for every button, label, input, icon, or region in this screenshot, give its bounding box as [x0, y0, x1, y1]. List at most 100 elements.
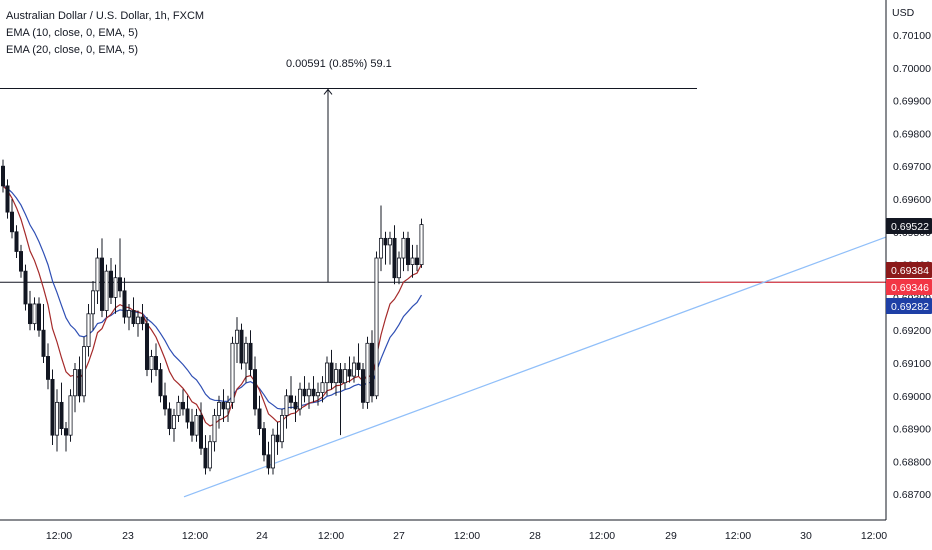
- candle-body: [374, 257, 379, 397]
- price-tag-red: [886, 279, 932, 295]
- candle-body: [194, 415, 199, 436]
- y-tick-label: 0.68900: [893, 424, 931, 436]
- candle-body: [118, 277, 123, 292]
- horizontal-lines: [0, 87, 886, 283]
- candle-body: [109, 270, 114, 298]
- candle-body: [185, 408, 190, 423]
- candle-body: [77, 369, 82, 397]
- candle-body: [73, 369, 78, 397]
- ema-20-label[interactable]: EMA (20, close, 0, EMA, 5): [6, 44, 139, 56]
- candle-body: [288, 395, 293, 403]
- candle-body: [212, 415, 217, 443]
- price-tag-label: 0.69522: [891, 221, 929, 233]
- candle-body: [50, 378, 55, 436]
- y-tick-label: 0.70000: [893, 63, 931, 75]
- y-tick-label: 0.68700: [893, 489, 931, 501]
- candle-body: [32, 303, 37, 325]
- candle-body: [243, 342, 248, 364]
- candle-body: [360, 369, 365, 403]
- candle-body: [284, 395, 289, 416]
- x-tick-label: 30: [800, 530, 812, 542]
- candle-body: [9, 211, 14, 233]
- candle-body: [167, 408, 172, 430]
- candle-body: [37, 303, 42, 331]
- candle-body: [329, 362, 334, 384]
- candle-body: [64, 428, 69, 436]
- ema-20-line: [2, 185, 423, 410]
- price-tag-label: 0.69282: [891, 301, 929, 313]
- x-tick-label: 28: [529, 530, 541, 542]
- candle-body: [396, 257, 401, 279]
- ema-10-line: [2, 185, 423, 427]
- price-tag-ema_fast: [886, 262, 932, 278]
- x-tick-label: 27: [393, 530, 405, 542]
- price-tag-last: [886, 218, 932, 234]
- candle-body: [414, 257, 419, 266]
- x-tick-label: 12:00: [589, 530, 615, 542]
- candle-body: [158, 369, 163, 397]
- candle-body: [239, 329, 244, 364]
- candle-body: [252, 369, 257, 410]
- candle-body: [257, 408, 262, 430]
- y-tick-label: 0.69900: [893, 96, 931, 108]
- candle-body: [351, 362, 356, 377]
- candle-body: [198, 415, 203, 449]
- candle-body: [68, 395, 73, 436]
- candle-body: [59, 401, 64, 429]
- candle-body: [392, 237, 397, 279]
- candle-body: [401, 237, 406, 259]
- x-tick-label: 12:00: [46, 530, 72, 542]
- candles: [0, 159, 424, 475]
- price-tags: 0.69522 0.69384 0.69346 0.69282: [886, 218, 932, 314]
- candle-body: [230, 342, 235, 403]
- candle-body: [216, 401, 221, 416]
- candle-body: [91, 290, 96, 315]
- candle-body: [95, 257, 100, 292]
- candle-body: [405, 237, 410, 266]
- candle-body: [140, 316, 145, 325]
- trendline-layer: [183, 236, 887, 498]
- chart-legend: Australian Dollar / U.S. Dollar, 1h, FXC…: [6, 8, 204, 59]
- candle-body: [261, 428, 266, 456]
- candle-body: [302, 388, 307, 397]
- candle-body: [225, 401, 230, 410]
- candle-body: [14, 231, 19, 252]
- y-tick-label: 0.68800: [893, 456, 931, 468]
- candle-body: [378, 237, 383, 259]
- y-tick-label: 0.69000: [893, 391, 931, 403]
- candle-body: [46, 356, 51, 380]
- candle-body: [5, 185, 10, 213]
- candle-body: [306, 388, 311, 397]
- candle-body: [410, 257, 415, 266]
- candle-body: [356, 362, 361, 370]
- y-tick-label: 0.69100: [893, 358, 931, 370]
- candle-body: [113, 277, 118, 298]
- candle-body: [149, 356, 154, 370]
- candle-body: [144, 323, 149, 370]
- candle-body: [41, 329, 46, 357]
- candle-body: [221, 401, 226, 410]
- candle-body: [297, 388, 302, 410]
- candle-body: [347, 369, 352, 377]
- candle-body: [279, 415, 284, 443]
- candle-body: [419, 224, 424, 265]
- y-axis-title: USD: [892, 7, 915, 19]
- ema-10-label[interactable]: EMA (10, close, 0, EMA, 5): [6, 27, 139, 39]
- candle-body: [104, 270, 109, 311]
- candle-body: [248, 342, 253, 370]
- symbol-title[interactable]: Australian Dollar / U.S. Dollar, 1h, FXC…: [6, 10, 205, 22]
- candle-body: [234, 329, 239, 344]
- candle-body: [18, 251, 23, 272]
- price-tag-label: 0.69384: [891, 265, 929, 277]
- measure-tool: [323, 88, 333, 283]
- x-tick-label: 29: [665, 530, 677, 542]
- y-tick-label: 0.70100: [893, 30, 931, 42]
- candle-body: [86, 313, 91, 347]
- price-tag-label: 0.69346: [891, 282, 929, 294]
- candle-body: [131, 310, 136, 325]
- candle-body: [153, 356, 158, 370]
- candle-body: [180, 401, 185, 410]
- candle-body: [270, 434, 275, 469]
